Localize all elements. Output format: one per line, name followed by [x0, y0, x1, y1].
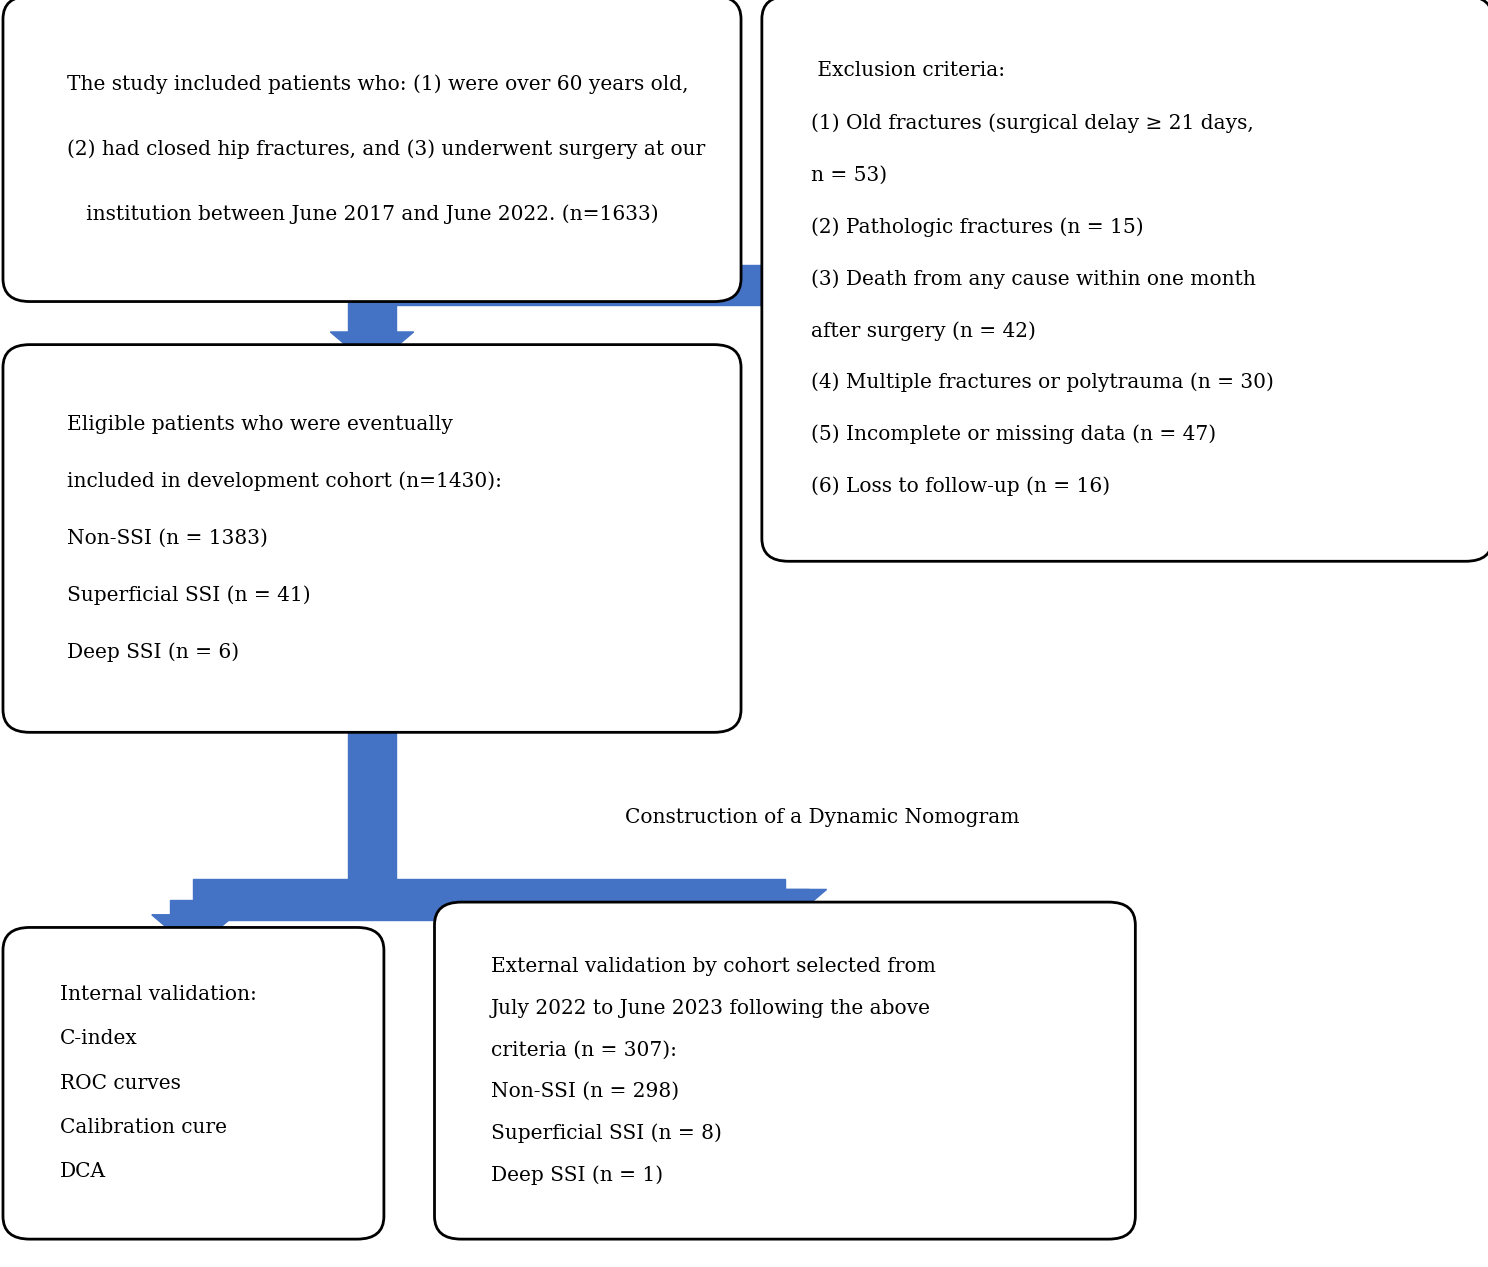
Polygon shape	[744, 889, 827, 925]
Text: Internal validation:: Internal validation:	[60, 986, 256, 1003]
Text: (1) Old fractures (surgical delay ≥ 21 days,: (1) Old fractures (surgical delay ≥ 21 d…	[811, 113, 1254, 133]
Text: Exclusion criteria:: Exclusion criteria:	[811, 62, 1004, 80]
Text: n = 53): n = 53)	[811, 166, 887, 184]
FancyBboxPatch shape	[434, 902, 1135, 1239]
Text: July 2022 to June 2023 following the above: July 2022 to June 2023 following the abo…	[491, 998, 931, 1017]
Bar	[396, 265, 789, 305]
Bar	[787, 265, 804, 305]
Polygon shape	[330, 332, 414, 367]
Text: (4) Multiple fractures or polytrauma (n = 30): (4) Multiple fractures or polytrauma (n …	[811, 372, 1274, 393]
Text: Superficial SSI (n = 8): Superficial SSI (n = 8)	[491, 1124, 722, 1143]
Text: after surgery (n = 42): after surgery (n = 42)	[811, 321, 1036, 341]
FancyBboxPatch shape	[762, 0, 1488, 561]
Bar	[348, 710, 396, 900]
Text: Deep SSI (n = 1): Deep SSI (n = 1)	[491, 1164, 664, 1185]
Text: (5) Incomplete or missing data (n = 47): (5) Incomplete or missing data (n = 47)	[811, 424, 1216, 445]
Text: included in development cohort (n=1430):: included in development cohort (n=1430):	[67, 471, 501, 492]
Text: (2) Pathologic fractures (n = 15): (2) Pathologic fractures (n = 15)	[811, 217, 1144, 237]
Text: C-index: C-index	[60, 1030, 137, 1048]
FancyBboxPatch shape	[3, 345, 741, 732]
Polygon shape	[152, 915, 235, 950]
Text: Construction of a Dynamic Nomogram: Construction of a Dynamic Nomogram	[625, 808, 1019, 826]
Text: (3) Death from any cause within one month: (3) Death from any cause within one mont…	[811, 269, 1256, 289]
Polygon shape	[804, 250, 845, 321]
Text: External validation by cohort selected from: External validation by cohort selected f…	[491, 957, 936, 976]
Text: The study included patients who: (1) were over 60 years old,: The study included patients who: (1) wer…	[67, 73, 689, 94]
Text: Eligible patients who were eventually: Eligible patients who were eventually	[67, 416, 452, 433]
Text: institution between June 2017 and June 2022. (n=1633): institution between June 2017 and June 2…	[67, 204, 659, 224]
Bar	[170, 900, 217, 915]
Bar	[348, 285, 396, 332]
Text: Deep SSI (n = 6): Deep SSI (n = 6)	[67, 642, 240, 663]
Text: Non-SSI (n = 1383): Non-SSI (n = 1383)	[67, 530, 268, 547]
FancyBboxPatch shape	[3, 927, 384, 1239]
Bar	[193, 879, 786, 920]
Text: Non-SSI (n = 298): Non-SSI (n = 298)	[491, 1082, 679, 1101]
Text: Calibration cure: Calibration cure	[60, 1119, 226, 1136]
Text: DCA: DCA	[60, 1163, 106, 1181]
Text: criteria (n = 307):: criteria (n = 307):	[491, 1040, 677, 1059]
Text: (2) had closed hip fractures, and (3) underwent surgery at our: (2) had closed hip fractures, and (3) un…	[67, 139, 705, 158]
Text: (6) Loss to follow-up (n = 16): (6) Loss to follow-up (n = 16)	[811, 476, 1110, 497]
Text: ROC curves: ROC curves	[60, 1074, 180, 1092]
FancyBboxPatch shape	[3, 0, 741, 302]
Bar	[762, 889, 809, 900]
Text: Superficial SSI (n = 41): Superficial SSI (n = 41)	[67, 585, 311, 606]
